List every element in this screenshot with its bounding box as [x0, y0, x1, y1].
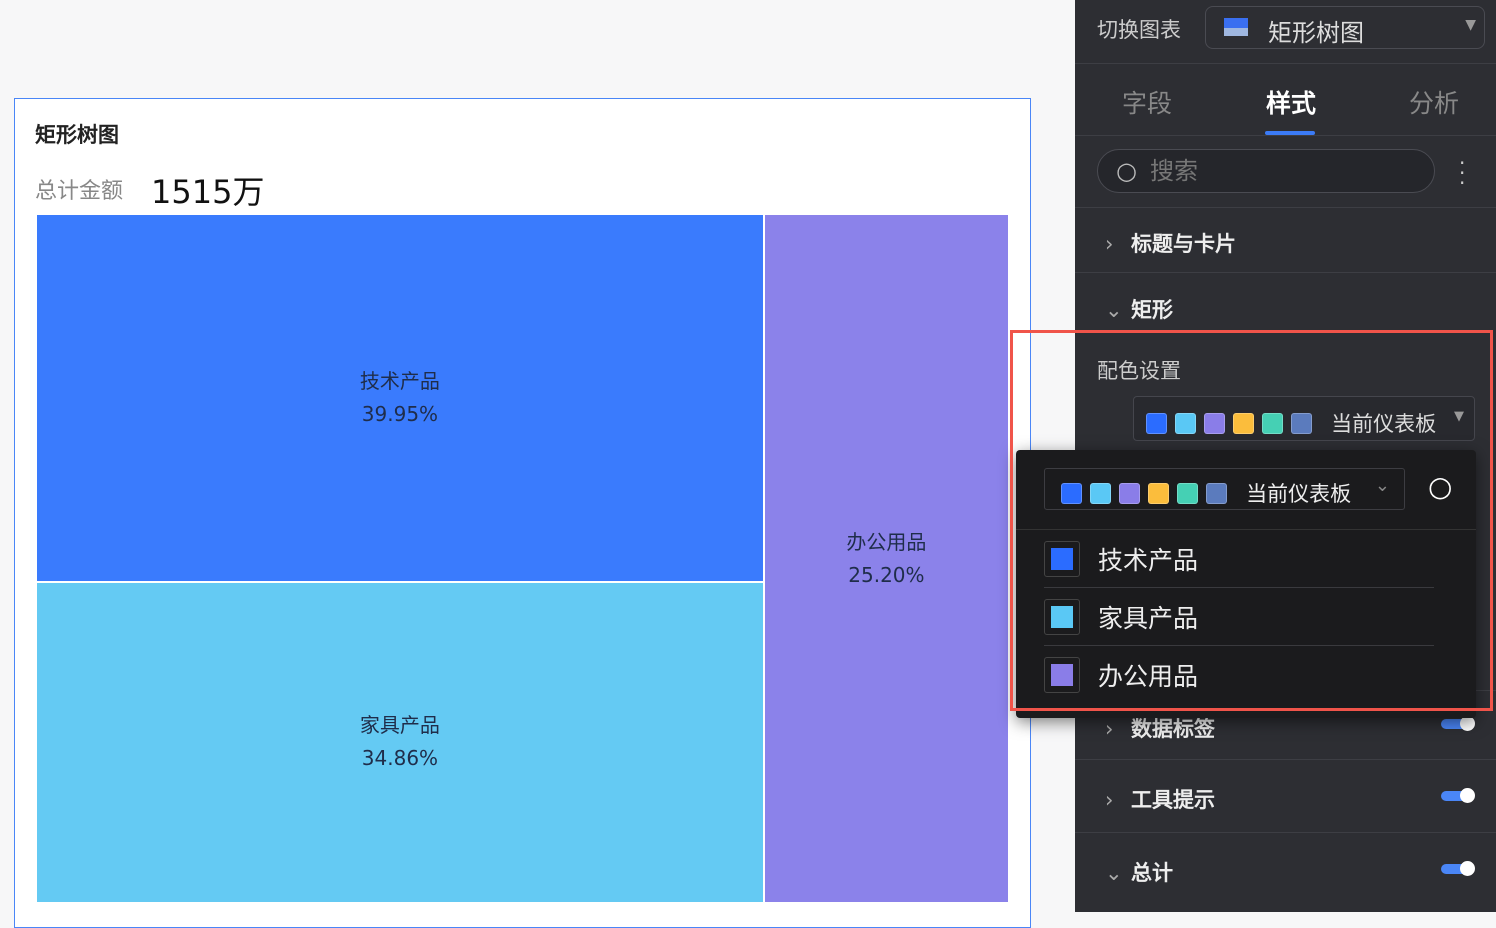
color-picker[interactable]: [1044, 598, 1080, 635]
color-swatch: [1146, 412, 1167, 434]
chevron-down-icon: ⌄: [1374, 475, 1390, 496]
total-label: 总计金额: [35, 179, 124, 204]
search-input[interactable]: ○ 搜索: [1097, 149, 1435, 193]
chevron-down-icon: ⌄: [1105, 861, 1123, 885]
search-icon[interactable]: ○: [1428, 470, 1453, 503]
chevron-down-icon: ⌄: [1105, 298, 1123, 322]
chevron-right-icon: ›: [1105, 717, 1114, 741]
tab-analysis[interactable]: 分析: [1409, 89, 1460, 118]
section-label: 标题与卡片: [1131, 232, 1236, 256]
chevron-right-icon: ›: [1105, 232, 1114, 256]
cell-name: 技术产品: [359, 368, 440, 393]
caret-down-icon: ▼: [1454, 409, 1464, 424]
color-picker[interactable]: [1044, 540, 1080, 577]
cell-percent: 34.86%: [361, 746, 439, 771]
cell-percent: 25.20%: [848, 562, 925, 587]
color-item[interactable]: 家具产品: [1044, 588, 1434, 646]
dropdown-header: 当前仪表板 ⌄ ○: [1016, 450, 1476, 530]
color-swatch: [1175, 412, 1196, 434]
palette-swatches: [1061, 482, 1235, 504]
more-icon[interactable]: · · ·: [1459, 151, 1466, 195]
search-placeholder: 搜索: [1150, 157, 1198, 185]
active-tab-indicator: [1265, 131, 1315, 135]
palette-select[interactable]: 当前仪表板 ▼: [1133, 396, 1475, 441]
section-label: 数据标签: [1131, 717, 1215, 741]
search-icon: ○: [1116, 157, 1137, 185]
total-toggle[interactable]: [1441, 861, 1475, 876]
color-item[interactable]: 技术产品: [1044, 530, 1434, 588]
switch-chart-label: 切换图表: [1097, 18, 1181, 42]
cell-percent: 39.95%: [361, 401, 439, 426]
chart-switch-row: 切换图表 矩形树图 ▼: [1075, 0, 1496, 64]
chart-card[interactable]: 矩形树图 总计金额 1515万 技术产品 39.95% 家具产品 34.86% 办公用品…: [14, 98, 1031, 928]
cell-name: 办公用品: [846, 529, 927, 554]
color-swatch: [1262, 412, 1283, 434]
chart-title: 矩形树图: [35, 123, 119, 147]
color-dropdown: 当前仪表板 ⌄ ○ 技术产品家具产品办公用品: [1016, 450, 1476, 718]
section-rect[interactable]: ⌄ 矩形: [1105, 294, 1173, 324]
color-swatch: [1204, 412, 1225, 434]
palette-select-inner[interactable]: 当前仪表板 ⌄: [1044, 468, 1405, 510]
search-row: ○ 搜索 · · ·: [1075, 136, 1496, 208]
caret-down-icon: ▼: [1465, 17, 1476, 33]
chevron-right-icon: ›: [1105, 788, 1114, 812]
palette-name: 当前仪表板: [1331, 412, 1437, 436]
chart-type-select[interactable]: 矩形树图 ▼: [1205, 6, 1485, 49]
tab-style[interactable]: 样式: [1266, 89, 1317, 118]
color-swatch: [1148, 482, 1169, 504]
color-swatch: [1206, 482, 1227, 504]
section-total[interactable]: ⌄ 总计: [1105, 857, 1173, 887]
section-tooltip[interactable]: › 工具提示: [1075, 760, 1496, 833]
tabs: 字段 样式 分析: [1075, 64, 1496, 136]
tab-fields[interactable]: 字段: [1122, 89, 1173, 118]
color-item[interactable]: 办公用品: [1044, 646, 1434, 704]
section-label: 工具提示: [1131, 788, 1215, 812]
tooltip-toggle[interactable]: [1441, 788, 1475, 803]
color-swatch: [1061, 482, 1082, 504]
color-swatch: [1233, 412, 1254, 434]
item-label: 技术产品: [1098, 545, 1199, 575]
section-label: 总计: [1131, 861, 1173, 885]
color-swatch: [1090, 482, 1111, 504]
total-value: 1515万: [151, 173, 265, 211]
data-label-toggle[interactable]: [1441, 716, 1475, 731]
item-label: 家具产品: [1098, 603, 1199, 633]
palette-name: 当前仪表板: [1246, 482, 1352, 506]
chart-type-value: 矩形树图: [1268, 19, 1364, 47]
treemap-cell[interactable]: 家具产品 34.86%: [36, 581, 764, 903]
color-swatch: [1291, 412, 1312, 434]
color-setting-label: 配色设置: [1097, 359, 1181, 383]
treemap-cell[interactable]: 技术产品 39.95%: [36, 214, 764, 582]
palette-swatches: [1146, 412, 1320, 434]
treemap-cell[interactable]: 办公用品 25.20%: [763, 214, 1009, 903]
cell-name: 家具产品: [359, 713, 440, 738]
item-label: 办公用品: [1098, 662, 1199, 691]
color-swatch: [1177, 482, 1198, 504]
section-label: 矩形: [1131, 298, 1173, 322]
color-picker[interactable]: [1044, 657, 1080, 693]
section-title-card[interactable]: › 标题与卡片: [1075, 208, 1496, 273]
color-swatch: [1119, 482, 1140, 504]
treemap: 技术产品 39.95% 家具产品 34.86% 办公用品 25.20%: [36, 214, 1009, 903]
treemap-icon: [1224, 18, 1248, 36]
